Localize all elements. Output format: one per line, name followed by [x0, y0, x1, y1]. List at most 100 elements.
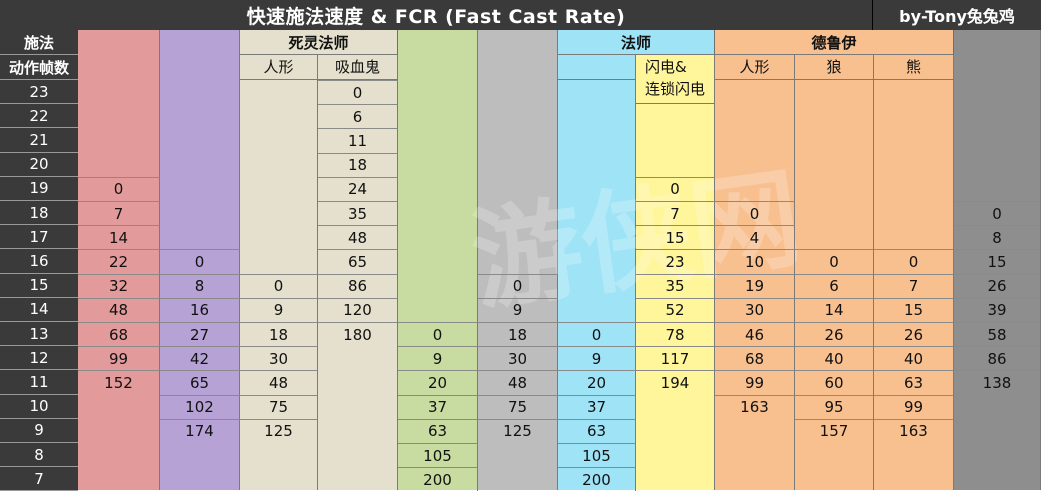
value-cell: 7 [636, 201, 715, 226]
frame-count-cell: 17 [0, 225, 78, 250]
value-cell: 10 [715, 249, 795, 274]
subclass-header: 人形 [240, 55, 318, 80]
frame-count-cell: 16 [0, 249, 78, 274]
class-column-body [398, 30, 478, 490]
value-cell: 99 [78, 346, 160, 371]
value-cell: 125 [478, 418, 558, 443]
value-cell: 105 [558, 443, 636, 468]
value-cell: 174 [160, 418, 240, 443]
class-column-body [874, 55, 954, 490]
frame-count-cell: 11 [0, 370, 78, 395]
value-cell: 16 [160, 297, 240, 322]
value-cell: 20 [398, 370, 478, 395]
value-cell: 163 [715, 394, 795, 419]
value-cell: 9 [558, 346, 636, 371]
subclass-header: 狼 [795, 55, 874, 80]
value-cell: 0 [478, 273, 558, 298]
value-cell: 163 [874, 418, 954, 443]
value-cell: 194 [636, 370, 715, 395]
value-cell: 125 [240, 418, 318, 443]
value-cell: 68 [715, 346, 795, 371]
value-cell: 58 [954, 322, 1041, 347]
value-cell: 4 [715, 225, 795, 250]
row-label-header-2: 动作帧数 [0, 55, 78, 80]
value-cell: 120 [318, 297, 398, 322]
value-cell: 20 [558, 370, 636, 395]
value-cell: 95 [795, 394, 874, 419]
value-cell: 180 [318, 322, 398, 347]
value-cell: 60 [795, 370, 874, 395]
value-cell: 65 [160, 370, 240, 395]
value-cell: 30 [715, 297, 795, 322]
frame-count-cell: 20 [0, 152, 78, 177]
subclass-header: 吸血鬼 [318, 55, 398, 80]
value-cell: 63 [398, 418, 478, 443]
value-cell: 157 [795, 418, 874, 443]
value-cell: 15 [874, 297, 954, 322]
subclass-header: 闪电& 连锁闪电 [636, 55, 715, 105]
frame-count-cell: 14 [0, 297, 78, 322]
author-credit: by-Tony兔兔鸡 [873, 0, 1041, 30]
class-column-body [478, 30, 558, 490]
frame-count-cell: 18 [0, 201, 78, 226]
value-cell: 42 [160, 346, 240, 371]
value-cell: 39 [954, 297, 1041, 322]
value-cell: 7 [874, 273, 954, 298]
value-cell: 0 [558, 322, 636, 347]
value-cell: 0 [795, 249, 874, 274]
value-cell: 8 [954, 225, 1041, 250]
value-cell: 63 [558, 418, 636, 443]
row-label-header-1: 施法 [0, 30, 78, 55]
value-cell: 37 [558, 394, 636, 419]
value-cell: 18 [478, 322, 558, 347]
value-cell: 9 [240, 297, 318, 322]
class-header: 死灵法师 [240, 30, 398, 55]
subclass-header [558, 55, 636, 80]
value-cell: 46 [715, 322, 795, 347]
frame-count-cell: 15 [0, 273, 78, 298]
class-header: 法师 [558, 30, 715, 55]
value-cell: 6 [318, 104, 398, 129]
class-column-body [318, 55, 398, 490]
value-cell: 0 [78, 176, 160, 201]
value-cell: 86 [954, 346, 1041, 371]
value-cell: 48 [318, 225, 398, 250]
frame-count-cell: 7 [0, 467, 78, 491]
value-cell: 48 [478, 370, 558, 395]
value-cell: 30 [240, 346, 318, 371]
value-cell: 35 [318, 201, 398, 226]
value-cell: 75 [478, 394, 558, 419]
value-cell: 9 [478, 297, 558, 322]
value-cell: 32 [78, 273, 160, 298]
value-cell: 86 [318, 273, 398, 298]
frame-count-cell: 19 [0, 176, 78, 201]
value-cell: 11 [318, 128, 398, 153]
value-cell: 40 [874, 346, 954, 371]
value-cell: 0 [160, 249, 240, 274]
class-column-body [78, 30, 160, 490]
value-cell: 6 [795, 273, 874, 298]
class-column-body [558, 55, 636, 490]
frame-count-cell: 22 [0, 104, 78, 129]
value-cell: 102 [160, 394, 240, 419]
frame-count-cell: 13 [0, 322, 78, 347]
class-column-body [240, 55, 318, 490]
value-cell: 8 [160, 273, 240, 298]
class-column-body [715, 55, 795, 490]
value-cell: 24 [318, 176, 398, 201]
subclass-header: 人形 [715, 55, 795, 80]
value-cell: 18 [240, 322, 318, 347]
value-cell: 75 [240, 394, 318, 419]
value-cell: 35 [636, 273, 715, 298]
subclass-header: 熊 [874, 55, 954, 80]
value-cell: 200 [398, 467, 478, 491]
frame-count-cell: 23 [0, 80, 78, 105]
value-cell: 26 [795, 322, 874, 347]
value-cell: 0 [240, 273, 318, 298]
value-cell: 48 [240, 370, 318, 395]
value-cell: 105 [398, 443, 478, 468]
frame-count-cell: 9 [0, 418, 78, 443]
value-cell: 7 [78, 201, 160, 226]
value-cell: 0 [874, 249, 954, 274]
value-cell: 26 [954, 273, 1041, 298]
